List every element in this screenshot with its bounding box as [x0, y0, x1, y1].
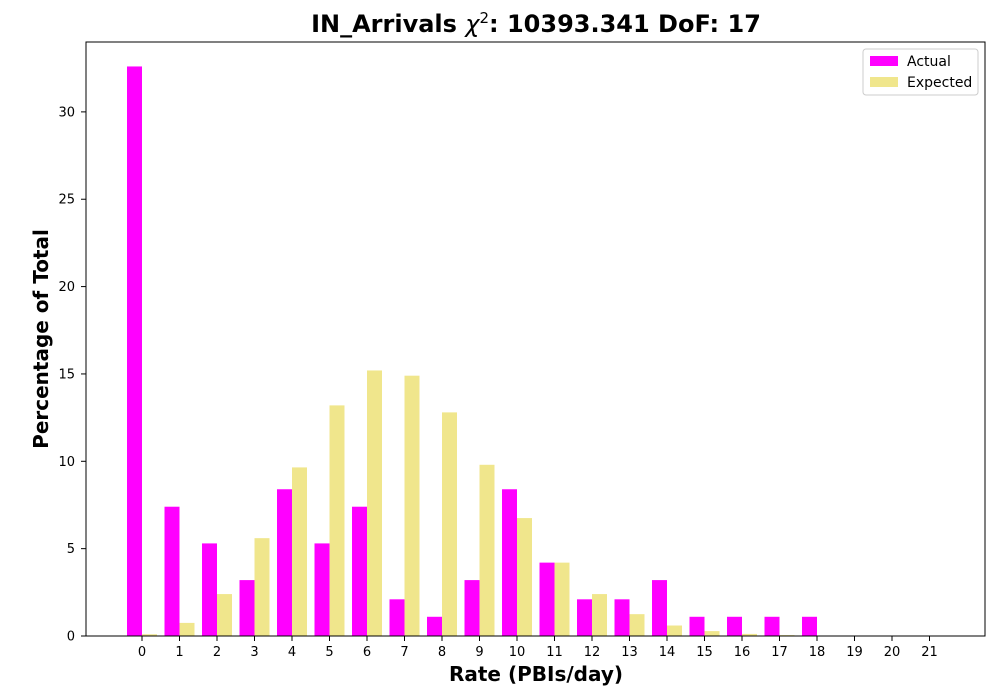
bar-actual-4	[277, 489, 292, 636]
axes: 0 1 2 3 4 5 6 7 8 9 10 11 12 13 14 15 16 17 18 19 20 21051015…	[58, 105, 937, 660]
x-tick-label: 17	[771, 645, 788, 660]
bar-expected-2	[217, 594, 232, 636]
x-tick-label: 2	[213, 645, 221, 660]
bar-expected-16	[742, 633, 757, 636]
bar-actual-10	[502, 489, 517, 636]
y-tick-label: 30	[58, 105, 75, 120]
bar-actual-2	[202, 543, 217, 636]
x-tick-label: 7	[400, 645, 408, 660]
bar-actual-14	[652, 580, 667, 636]
bar-expected-10	[517, 518, 532, 636]
x-tick-label: 18	[809, 645, 826, 660]
bar-expected-8	[442, 412, 457, 636]
bar-expected-6	[367, 370, 382, 636]
x-tick-label: 16	[734, 645, 751, 660]
bar-expected-4	[292, 467, 307, 636]
x-tick-label: 0	[138, 645, 146, 660]
x-tick-label: 15	[696, 645, 713, 660]
x-tick-label: 6	[363, 645, 371, 660]
x-tick-label: 14	[659, 645, 676, 660]
bar-expected-11	[554, 562, 570, 636]
x-tick-label: 4	[288, 645, 296, 660]
x-tick-label: 21	[921, 645, 938, 660]
bar-actual-11	[539, 562, 555, 636]
bar-actual-0	[127, 66, 142, 637]
bar-expected-1	[179, 622, 195, 636]
bar-actual-9	[464, 580, 480, 636]
x-tick-label: 20	[884, 645, 901, 660]
plot-area	[127, 66, 870, 637]
bar-expected-5	[329, 405, 345, 636]
chart-title-sup: 2	[479, 9, 489, 27]
y-tick-label: 15	[58, 367, 75, 382]
y-tick-label: 25	[58, 193, 75, 208]
chart-title-suffix: : 10393.341 DoF: 17	[489, 10, 761, 38]
bar-expected-13	[629, 614, 645, 636]
bar-actual-1	[164, 506, 180, 636]
bar-actual-8	[427, 616, 442, 636]
legend-swatch-expected	[870, 77, 898, 87]
legend: Actual Expected	[862, 48, 979, 96]
bar-actual-17	[764, 616, 780, 636]
x-tick-label: 13	[621, 645, 638, 660]
bar-expected-0	[142, 634, 157, 636]
bar-actual-16	[727, 616, 742, 636]
x-tick-label: 5	[325, 645, 333, 660]
bar-expected-15	[704, 631, 720, 636]
bar-actual-13	[614, 599, 630, 636]
x-tick-label: 19	[846, 645, 863, 660]
bar-actual-5	[314, 543, 330, 636]
bar-actual-15	[689, 616, 705, 636]
x-tick-label: 12	[584, 645, 601, 660]
legend-label-expected: Expected	[907, 75, 972, 91]
legend-label-actual: Actual	[907, 54, 951, 70]
x-tick-label: 1	[175, 645, 183, 660]
bar-actual-12	[577, 599, 592, 636]
chart-title-chi: χ	[463, 10, 480, 38]
x-tick-label: 3	[250, 645, 258, 660]
y-tick-label: 20	[58, 280, 75, 295]
bar-expected-9	[479, 464, 495, 636]
bar-expected-12	[592, 594, 607, 636]
y-axis-label: Percentage of Total	[29, 229, 53, 449]
bar-actual-3	[239, 580, 255, 636]
bar-actual-7	[389, 599, 405, 636]
y-tick-label: 5	[67, 542, 75, 557]
bar-expected-14	[667, 625, 682, 636]
y-tick-label: 10	[58, 455, 75, 470]
x-tick-label: 10	[509, 645, 526, 660]
plot-frame	[85, 41, 986, 637]
bar-expected-3	[254, 538, 270, 636]
y-tick-label: 0	[67, 630, 75, 645]
bar-actual-6	[352, 506, 367, 636]
x-tick-label: 9	[475, 645, 483, 660]
bar-actual-18	[802, 616, 817, 636]
legend-swatch-actual	[870, 56, 898, 66]
x-axis-label: Rate (PBIs/day)	[449, 662, 623, 686]
chart-title: IN_Arrivals χ2: 10393.341 DoF: 17	[311, 9, 761, 38]
chart-title-prefix: IN_Arrivals	[311, 10, 465, 38]
bar-expected-7	[404, 375, 420, 636]
x-tick-label: 8	[438, 645, 446, 660]
x-tick-label: 11	[546, 645, 563, 660]
